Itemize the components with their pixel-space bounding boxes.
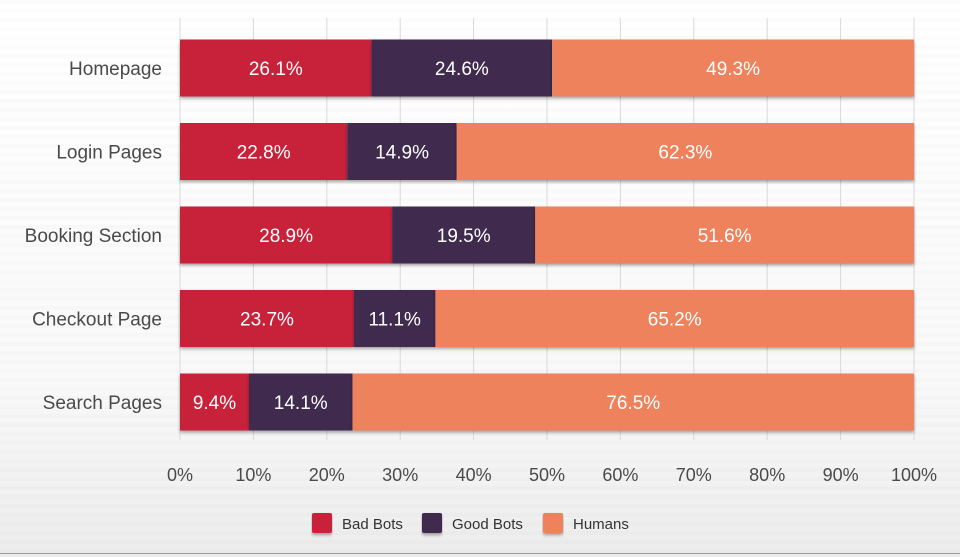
bar-segment: [435, 290, 914, 347]
data-label: 62.3%: [658, 143, 712, 164]
data-label: 11.1%: [368, 310, 421, 331]
data-label: 65.2%: [648, 310, 702, 331]
background-stripe: [0, 279, 960, 283]
x-tick-label: 50%: [529, 465, 565, 485]
x-tick-label: 10%: [235, 465, 271, 485]
x-tick-label: 100%: [891, 465, 937, 485]
background-stripe: [0, 504, 960, 508]
background-stripe: [0, 99, 960, 103]
category-label: Checkout Page: [32, 310, 162, 331]
background-stripe: [0, 270, 960, 274]
category-label: Homepage: [69, 59, 162, 80]
category-label: Booking Section: [25, 226, 162, 247]
bar-segment: [353, 290, 436, 347]
legend-swatch: [543, 513, 563, 533]
legend-label: Bad Bots: [342, 516, 403, 533]
legend-label: Humans: [573, 516, 629, 533]
data-label: 49.3%: [706, 59, 760, 80]
bar-segment: [535, 206, 914, 264]
background-stripe: [0, 117, 960, 121]
background-stripe: [0, 495, 960, 499]
x-tick-label: 40%: [456, 465, 492, 485]
legend-label: Good Bots: [452, 516, 523, 533]
background-stripe: [0, 108, 960, 112]
background-stripe: [0, 189, 960, 193]
background-stripe: [0, 441, 960, 445]
background-stripe: [0, 360, 960, 364]
data-label: 76.5%: [606, 393, 660, 414]
data-label: 19.5%: [437, 226, 491, 247]
data-label: 28.9%: [259, 226, 313, 247]
x-tick-label: 90%: [823, 465, 859, 485]
category-label: Login Pages: [56, 143, 162, 164]
bar-segment: [180, 373, 249, 431]
x-tick-label: 80%: [749, 465, 785, 485]
background-stripe: [0, 198, 960, 202]
data-label: 22.8%: [237, 143, 291, 164]
x-tick-label: 20%: [309, 465, 345, 485]
data-label: 14.1%: [274, 393, 328, 414]
data-label: 24.6%: [435, 59, 489, 80]
x-tick-label: 60%: [602, 465, 638, 485]
bottom-border: [0, 553, 960, 554]
background-stripe: [0, 0, 960, 4]
background-stripe: [0, 540, 960, 544]
bar-segment: [248, 373, 353, 431]
bar-segment: [456, 123, 914, 180]
bar-segment: [180, 123, 348, 180]
bar-segment: [347, 123, 457, 180]
data-label: 14.9%: [375, 143, 429, 164]
background-stripe: [0, 351, 960, 355]
bar-segment: [180, 39, 372, 97]
background-stripe: [0, 27, 960, 31]
background-stripe: [0, 432, 960, 436]
background-stripe: [0, 36, 960, 40]
data-label: 26.1%: [249, 59, 303, 80]
background-stripe: [0, 9, 960, 13]
legend-swatch: [312, 513, 332, 533]
bar-segment: [371, 39, 553, 97]
x-tick-label: 30%: [382, 465, 418, 485]
data-label: 23.7%: [240, 310, 294, 331]
x-tick-label: 70%: [676, 465, 712, 485]
background-stripe: [0, 180, 960, 184]
bar-segment: [352, 373, 914, 431]
bar-segment: [552, 39, 914, 97]
data-label: 9.4%: [193, 393, 236, 414]
x-tick-label: 0%: [167, 465, 193, 485]
bar-segment: [180, 206, 393, 264]
background-stripe: [0, 459, 960, 463]
bar-segment: [392, 206, 536, 264]
data-label: 51.6%: [698, 226, 752, 247]
background-stripe: [0, 486, 960, 490]
background-stripe: [0, 18, 960, 22]
background-stripe: [0, 450, 960, 454]
category-label: Search Pages: [43, 393, 162, 414]
background-stripe: [0, 369, 960, 373]
bar-segment: [180, 290, 354, 347]
legend-swatch: [422, 513, 442, 533]
